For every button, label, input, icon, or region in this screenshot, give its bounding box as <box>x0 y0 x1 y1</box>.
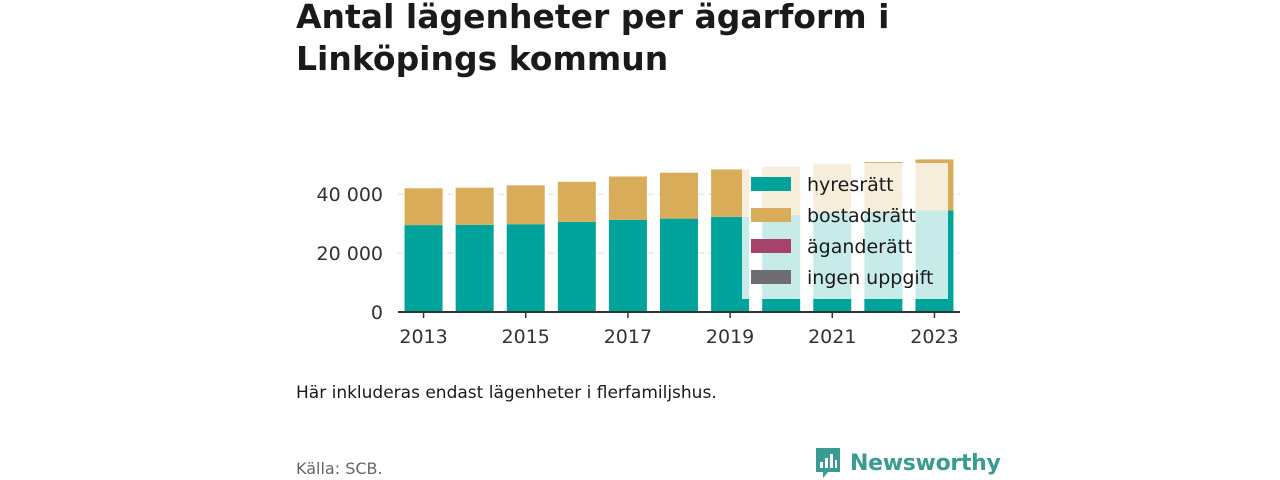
x-tick-label: 2019 <box>706 326 754 348</box>
bar-segment <box>455 224 494 312</box>
bar-segment <box>404 225 443 312</box>
source-text: Källa: SCB. <box>296 459 383 478</box>
bar-segment <box>608 219 647 312</box>
stacked-bar-chart: 0 20 000 40 000 2013 2015 2017 2019 2021 2023 h… <box>317 159 960 348</box>
legend-swatch <box>751 208 791 222</box>
y-tick-label: 20 000 <box>317 243 383 265</box>
bar-segment <box>608 176 647 220</box>
x-tick-label: 2017 <box>604 326 652 348</box>
bar-chart-logo-icon <box>816 448 840 478</box>
newsworthy-logo[interactable]: Newsworthy <box>814 446 1001 480</box>
x-tick-label: 2021 <box>808 326 856 348</box>
y-tick-label: 0 <box>371 302 383 324</box>
brand-name: Newsworthy <box>850 450 1001 476</box>
legend-label: ingen uppgift <box>807 267 933 289</box>
x-axis-ticks: 2013 2015 2017 2019 2021 2023 <box>399 312 959 348</box>
x-tick-label: 2023 <box>910 326 958 348</box>
legend-swatch <box>751 239 791 253</box>
chart-title: Antal lägenheter per ägarform i Linköpin… <box>296 0 890 78</box>
legend-label: bostadsrätt <box>807 205 916 227</box>
bar-segment <box>660 218 698 312</box>
x-tick-label: 2015 <box>502 326 550 348</box>
legend-swatch <box>751 177 791 191</box>
x-tick-label: 2013 <box>399 326 447 348</box>
y-tick-label: 40 000 <box>317 184 383 206</box>
legend-label: hyresrätt <box>807 174 894 196</box>
legend-label: äganderätt <box>807 236 913 258</box>
bar-segment <box>660 172 698 219</box>
bar-segment <box>557 221 596 312</box>
bar-segment <box>455 187 494 225</box>
bar-segment <box>506 224 545 312</box>
y-axis-ticks: 0 20 000 40 000 <box>317 184 383 324</box>
legend: hyresrätt bostadsrätt äganderätt ingen uppg… <box>742 163 948 299</box>
legend-swatch <box>751 270 791 284</box>
bar-segment <box>404 188 443 226</box>
bar-segment <box>506 185 545 225</box>
bar-segment <box>557 181 596 222</box>
chart-note: Här inkluderas endast lägenheter i flerf… <box>296 383 717 403</box>
